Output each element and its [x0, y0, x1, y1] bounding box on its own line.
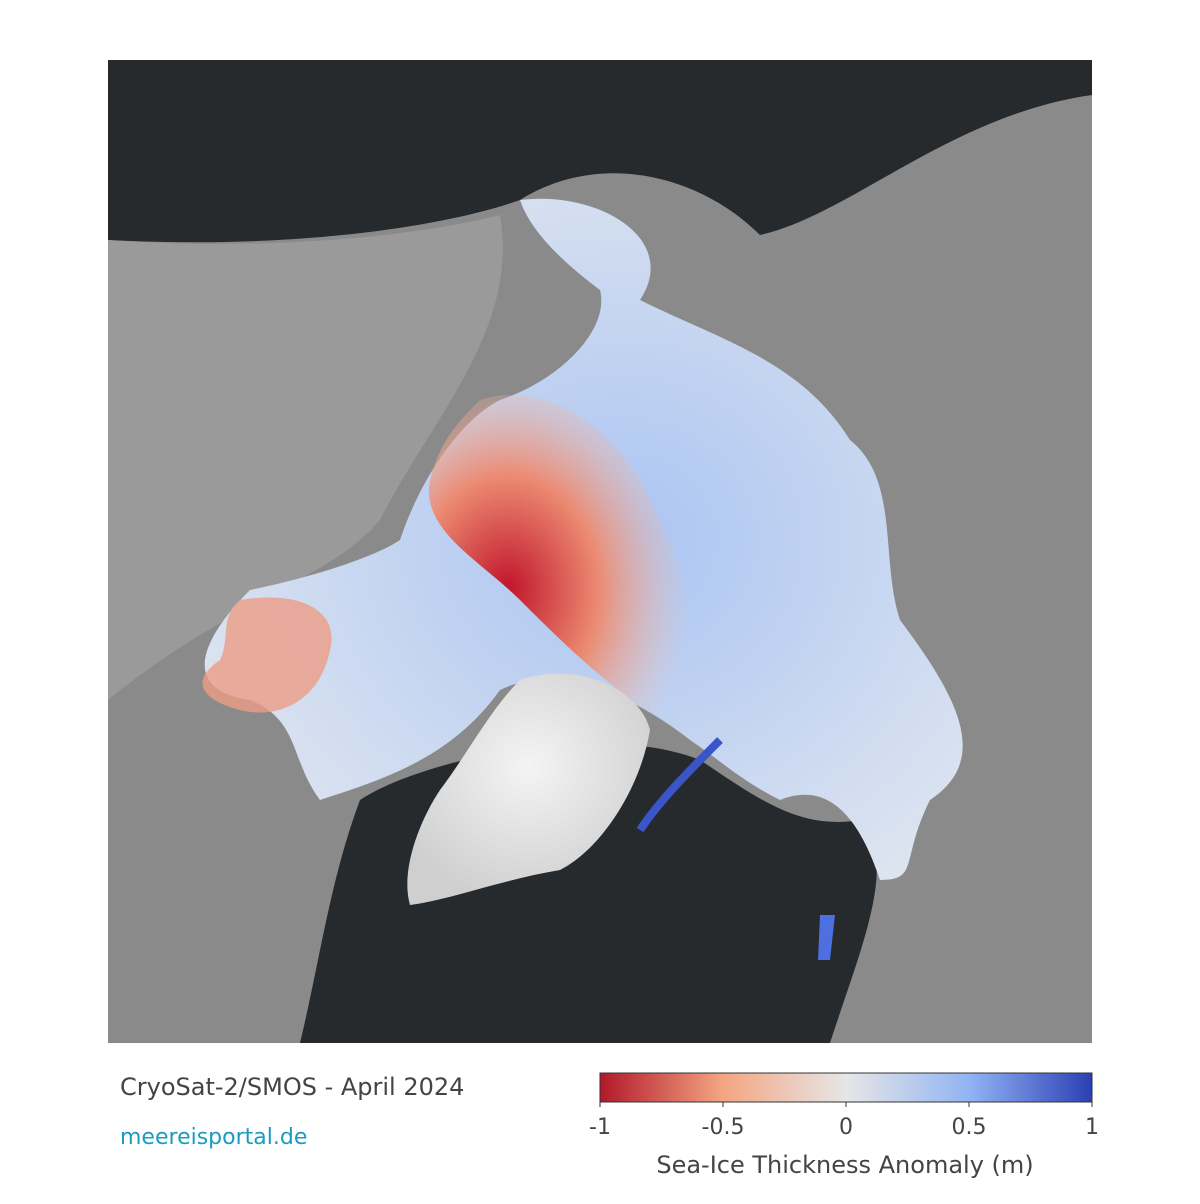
source: meereisportal.de	[120, 1125, 307, 1150]
thick-ice-strait	[636, 737, 723, 833]
thin-ice	[428, 395, 690, 720]
map	[108, 60, 1092, 1043]
colorbar: Sea-Ice Thickness Anomaly (m) -1 -0.5 0 0.5…	[589, 1072, 1099, 1179]
colorbar-label: Sea-Ice Thickness Anomaly (m)	[656, 1151, 1033, 1179]
thin-ice-bay	[202, 597, 332, 713]
colorbar-tick-label: -1	[589, 1115, 611, 1140]
greenland	[407, 673, 650, 905]
colorbar-tick-label: 0	[839, 1115, 853, 1140]
colorbar-tick-label: 0.5	[952, 1115, 987, 1140]
colorbar-tick-label: 1	[1085, 1115, 1099, 1140]
map-title: CryoSat-2/SMOS - April 2024	[120, 1073, 464, 1101]
land-north-america	[108, 215, 503, 700]
colorbar-ramp	[599, 1072, 1093, 1103]
colorbar-tick-label: -0.5	[702, 1115, 745, 1140]
scandinavia-ice	[818, 915, 835, 960]
